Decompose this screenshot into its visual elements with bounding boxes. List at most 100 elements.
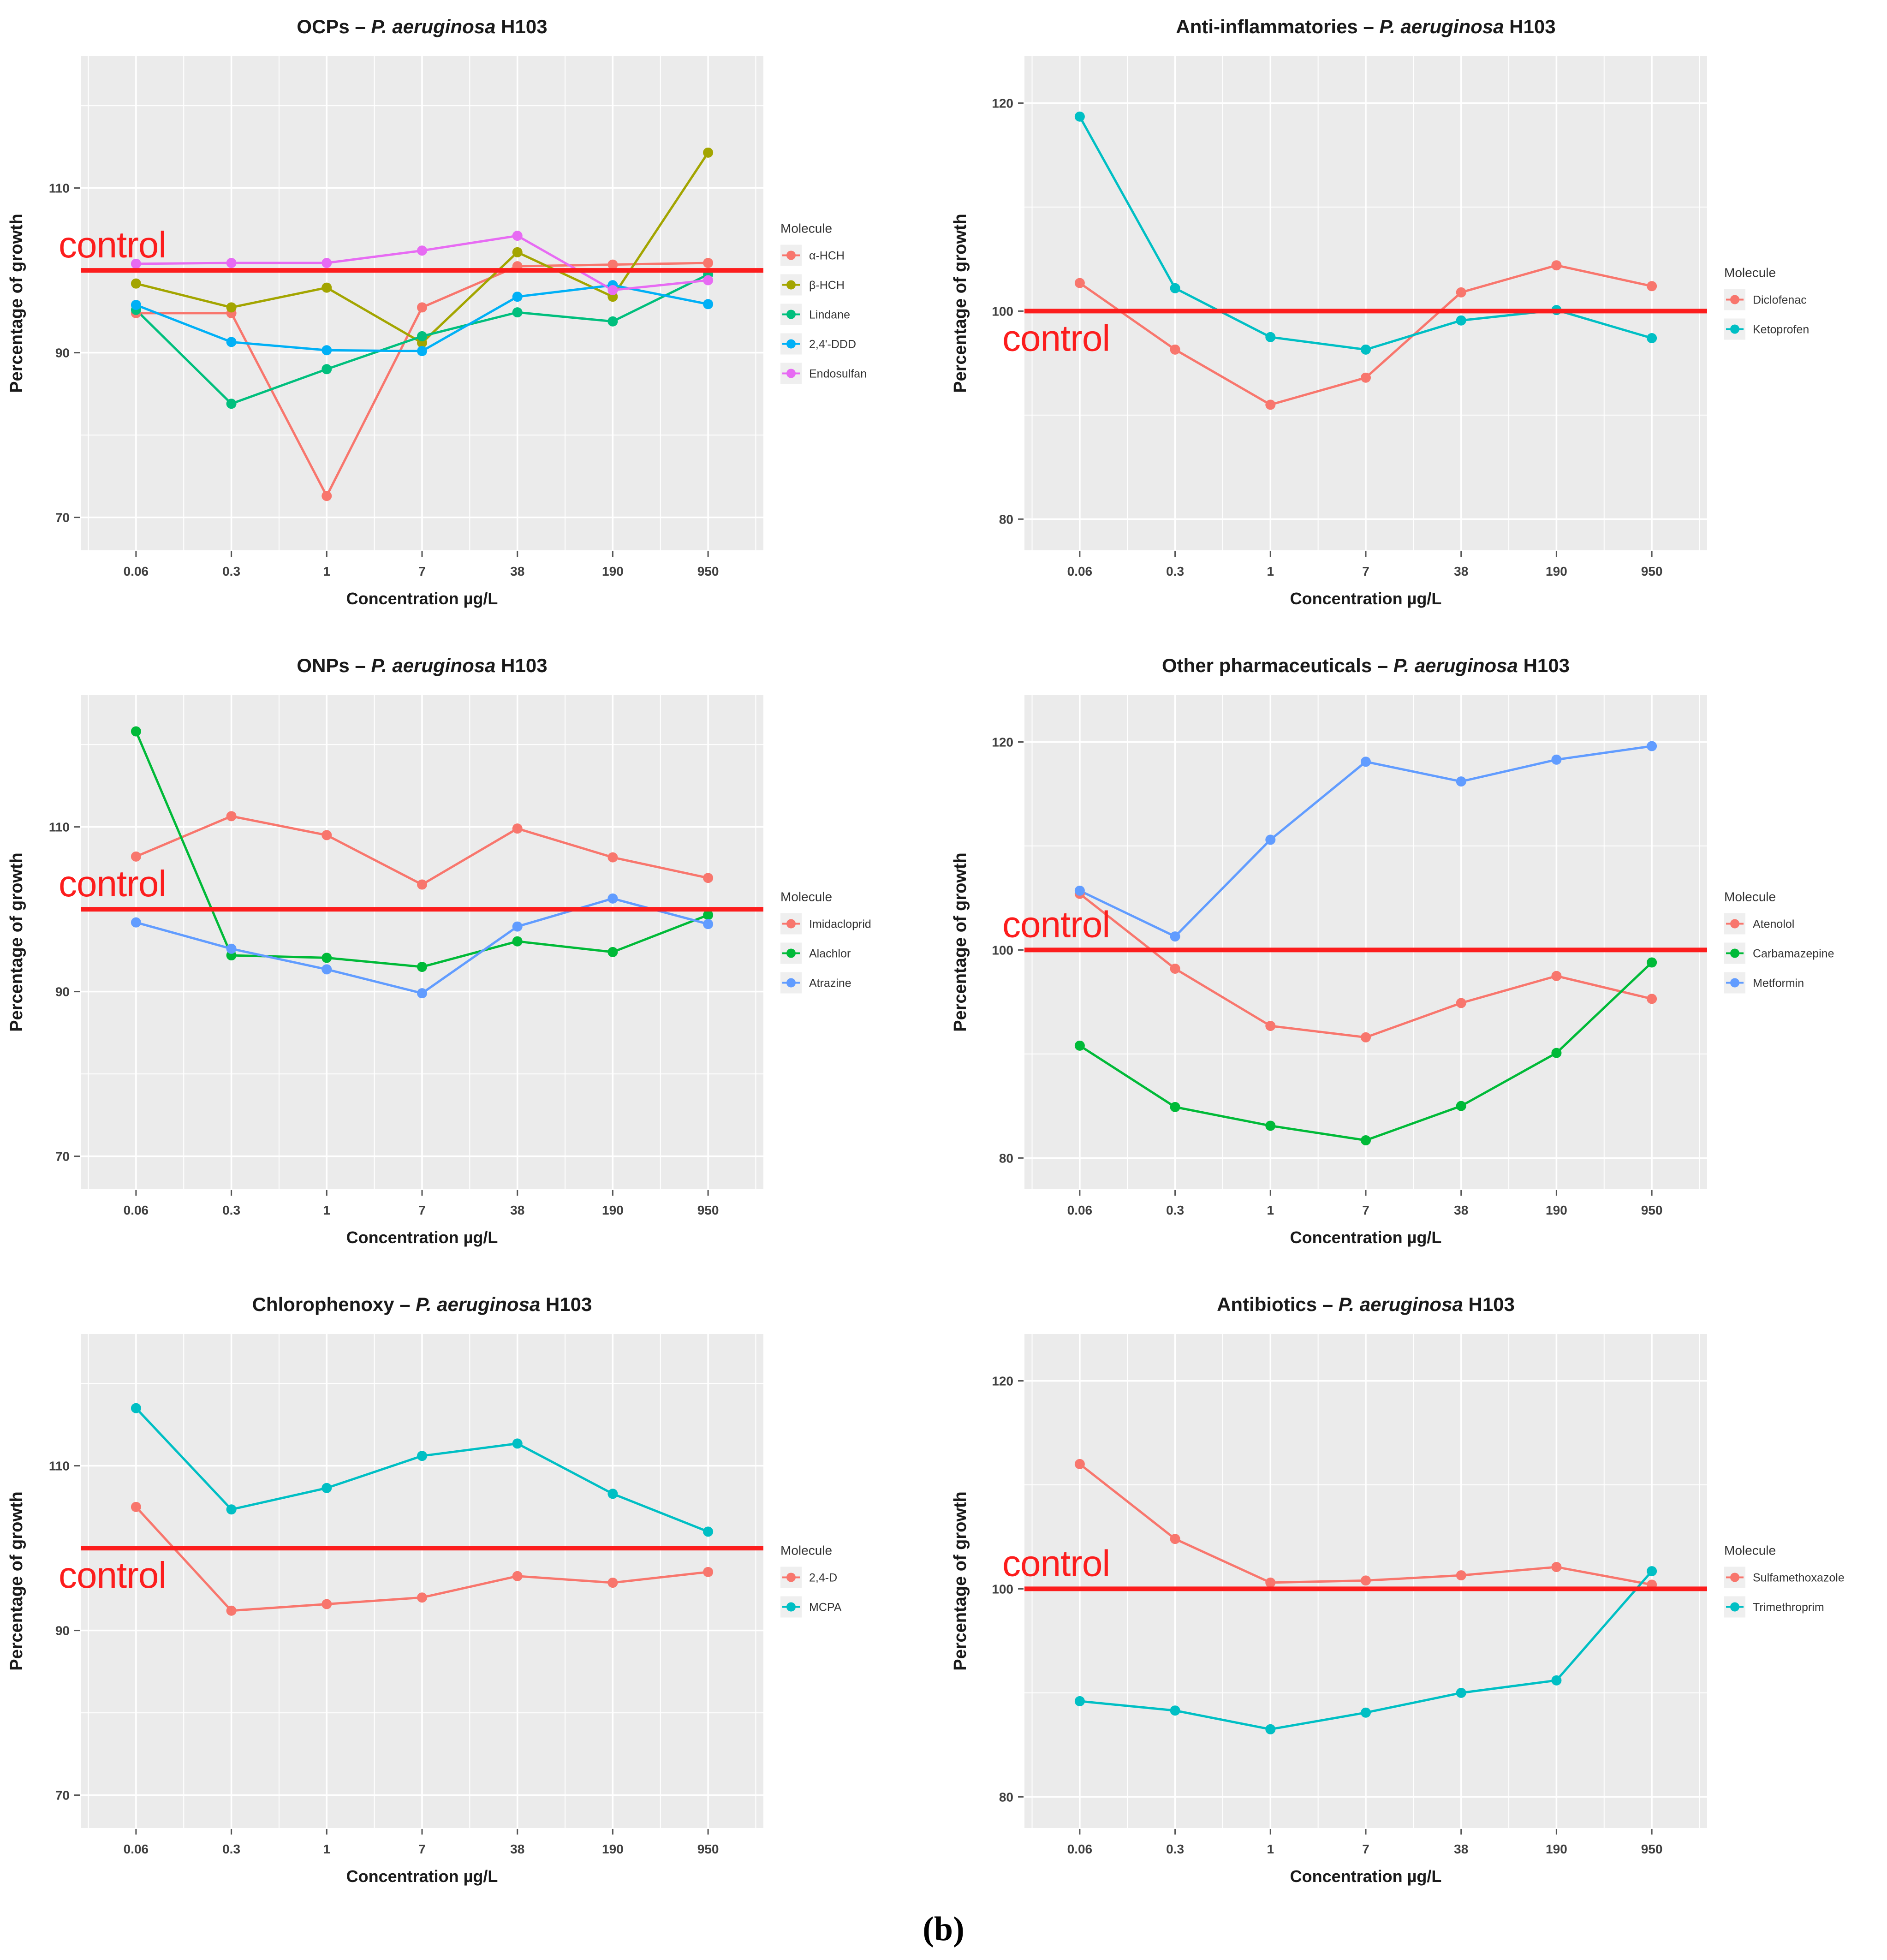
data-point (1074, 885, 1085, 896)
series-group (1074, 741, 1657, 1146)
legend-key-point (786, 280, 796, 290)
axes: 80 100 120 0.06 0.3 1 7 38 190 950 (992, 1374, 1662, 1856)
data-point (417, 302, 427, 313)
chart-title: Other pharmaceuticals – P. aeruginosa H1… (1162, 655, 1570, 676)
data-point (512, 231, 523, 241)
chart-panel-antibiotics: 80 100 120 0.06 0.3 1 7 38 190 950 control Antibiot… (944, 1282, 1887, 1921)
data-point (1551, 1048, 1562, 1058)
legend-item: Lindane (780, 304, 850, 325)
control-label: control (1002, 317, 1110, 358)
axes: 80 100 120 0.06 0.3 1 7 38 190 950 (992, 735, 1662, 1217)
legend-item: Atenolol (1724, 913, 1794, 935)
data-point (226, 302, 237, 313)
chart-panel-other-pharmaceuticals: 80 100 120 0.06 0.3 1 7 38 190 950 control Other ph… (944, 643, 1887, 1282)
x-tick-label: 190 (1546, 1203, 1567, 1217)
data-point (703, 275, 714, 286)
legend-key-point (786, 978, 796, 988)
data-point (321, 282, 332, 293)
axes: 70 90 110 0.06 0.3 1 7 38 190 950 (49, 181, 719, 578)
data-point (417, 879, 427, 890)
data-point (417, 331, 427, 341)
chart-other-pharmaceuticals: 80 100 120 0.06 0.3 1 7 38 190 950 control Other ph… (951, 655, 1834, 1247)
legend: Molecule 2,4-D MCPA (780, 1543, 842, 1618)
legend-item-label: Endosulfan (809, 368, 867, 381)
x-tick-label: 0.3 (222, 564, 240, 578)
data-point (1647, 333, 1657, 344)
chart-anti-inflammatories: 80 100 120 0.06 0.3 1 7 38 190 950 control Anti-inf… (951, 16, 1809, 608)
series-group (131, 726, 714, 999)
data-point (512, 823, 523, 834)
data-point (1456, 287, 1466, 298)
x-axis-title: Concentration µg/L (1290, 589, 1442, 608)
legend-item-label: Atenolol (1753, 918, 1794, 931)
x-tick-label: 0.3 (1166, 1203, 1184, 1217)
data-point (607, 893, 618, 904)
legend-item: 2,4-D (780, 1567, 837, 1588)
legend-key-point (1730, 948, 1739, 958)
x-tick-label: 38 (1454, 564, 1468, 578)
y-tick-label: 70 (55, 1788, 70, 1803)
legend-item-label: Trimethroprim (1753, 1601, 1824, 1614)
data-point (131, 1501, 141, 1512)
x-tick-label: 7 (418, 564, 426, 578)
data-point (1456, 1570, 1466, 1581)
legend-item: MCPA (780, 1596, 842, 1618)
legend-key-point (786, 310, 796, 319)
data-point (512, 921, 523, 932)
y-tick-label: 100 (992, 304, 1013, 318)
data-point (703, 1567, 714, 1577)
y-tick-label: 90 (55, 985, 70, 999)
series-group (131, 1403, 714, 1616)
x-tick-label: 1 (1267, 1842, 1274, 1856)
legend-item: 2,4'-DDD (780, 333, 856, 355)
y-tick-label: 80 (999, 1790, 1013, 1804)
data-point (321, 964, 332, 975)
legend-item-label: Carbamazepine (1753, 947, 1834, 960)
figure-caption: (b) (923, 1910, 964, 1948)
x-axis-title: Concentration µg/L (346, 589, 498, 608)
chart-title: ONPs – P. aeruginosa H103 (297, 655, 547, 676)
grid-minor (1024, 56, 1707, 550)
legend-key-point (786, 369, 796, 378)
y-axis-title: Percentage of growth (7, 214, 26, 393)
legend-key-point (1730, 295, 1739, 304)
data-point (1170, 1705, 1180, 1716)
data-point (226, 399, 237, 409)
y-tick-label: 80 (999, 512, 1013, 526)
chart-title: Antibiotics – P. aeruginosa H103 (1217, 1293, 1515, 1315)
legend-item: Ketoprofen (1724, 318, 1809, 340)
data-point (226, 258, 237, 268)
x-tick-label: 7 (1362, 1842, 1369, 1856)
axes: 80 100 120 0.06 0.3 1 7 38 190 950 (992, 96, 1662, 578)
data-point (321, 491, 332, 501)
legend-key-point (786, 1573, 796, 1582)
data-point (131, 851, 141, 862)
data-point (1074, 1696, 1085, 1706)
legend-item: Metformin (1724, 972, 1804, 994)
legend-key-point (1730, 978, 1739, 988)
legend-item-label: Imidacloprid (809, 918, 871, 931)
data-point (1361, 1032, 1371, 1043)
data-point (321, 953, 332, 963)
y-tick-label: 100 (992, 943, 1013, 957)
data-point (1456, 315, 1466, 326)
data-point (607, 1578, 618, 1588)
x-axis-title: Concentration µg/L (1290, 1228, 1442, 1247)
data-point (1361, 757, 1371, 767)
data-point (703, 910, 714, 920)
x-tick-label: 7 (418, 1842, 426, 1856)
x-tick-label: 0.06 (124, 1203, 149, 1217)
legend-item-label: MCPA (809, 1601, 842, 1614)
x-tick-label: 950 (697, 1203, 719, 1217)
legend-item: Carbamazepine (1724, 942, 1834, 964)
y-axis-title: Percentage of growth (7, 852, 26, 1032)
chart-chlorophenoxy: 70 90 110 0.06 0.3 1 7 38 190 950 control Chlorophe… (7, 1293, 842, 1886)
data-point (703, 147, 714, 158)
y-tick-label: 90 (55, 346, 70, 360)
data-point (1265, 1577, 1276, 1588)
y-tick-label: 90 (55, 1624, 70, 1638)
control-label: control (1002, 904, 1110, 945)
data-point (1647, 994, 1657, 1004)
legend-item: Atrazine (780, 972, 851, 994)
legend: Molecule Diclofenac Ketoprofen (1724, 266, 1809, 340)
